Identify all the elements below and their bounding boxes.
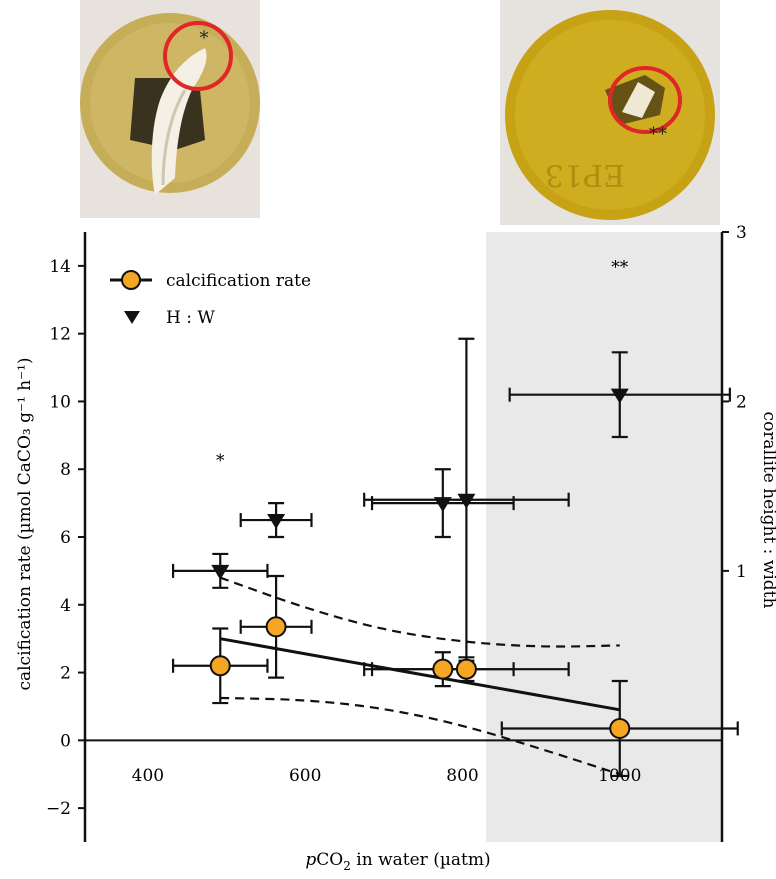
legend: calcification rate H : W [110,270,311,328]
x-tick-labels: 400 600 800 1000 [132,766,642,786]
svg-text:EP13: EP13 [545,157,625,192]
calcification-point [432,658,454,680]
legend-label-calcification: calcification rate [166,271,311,291]
hw-point [211,564,230,580]
photo-right-annotation: ** [649,124,667,145]
error-bars [171,337,739,778]
photo-left-annotation: * [200,28,209,49]
significance-marker: * [216,451,225,471]
coral-photo-low-co2: * [80,0,260,218]
calcification-point [265,616,287,638]
y-tick-label-left: 0 [60,731,71,751]
y-tick-label-left: 10 [49,392,71,412]
y-tick-label-right: 3 [736,223,747,243]
y-tick-label-right: 2 [736,392,747,412]
y-axis-title-right: corallite height : width [759,412,776,609]
y-ticks-left: −2 0 2 4 6 8 10 12 14 [46,257,85,819]
x-tick-label: 600 [289,766,321,786]
hw-point [267,514,286,530]
legend-marker-hw [124,311,140,324]
significance-marker: ** [611,258,629,278]
x-tick-label: 800 [446,766,478,786]
calcification-point [609,717,631,739]
y-tick-label-left: 4 [60,596,71,616]
y-tick-label-left: 8 [60,460,71,480]
calcification-point [455,658,477,680]
confidence-lower-line [220,696,621,776]
legend-marker-calcification [121,270,141,290]
x-tick-label: 400 [132,766,164,786]
significance-annotations: *** [216,258,629,471]
y-tick-label-left: 12 [49,325,71,345]
high-co2-shaded-region [486,232,722,842]
confidence-band [219,576,621,776]
y-tick-label-left: 14 [49,257,71,277]
y-tick-label-left: −2 [46,799,71,819]
hw-point [433,497,452,513]
data-markers [209,388,631,739]
y-ticks-right: 1 2 3 [722,223,747,582]
legend-label-hw: H : W [166,308,215,328]
y-tick-label-left: 6 [60,528,71,548]
y-tick-label-right: 1 [736,562,747,582]
x-axis-title: pCO2 in water (µatm) [305,850,490,873]
hw-point [457,493,476,509]
confidence-upper-line [219,576,620,648]
regression-line [220,637,621,712]
x-tick-label: 1000 [598,766,641,786]
coral-photo-high-co2: EP13 ** [500,0,720,225]
y-axis-title-left: calcification rate (µmol CaCO₃ g⁻¹ h⁻¹) [15,357,35,690]
hw-point [610,388,629,404]
calcification-point [209,655,231,677]
y-tick-label-left: 2 [60,664,71,684]
